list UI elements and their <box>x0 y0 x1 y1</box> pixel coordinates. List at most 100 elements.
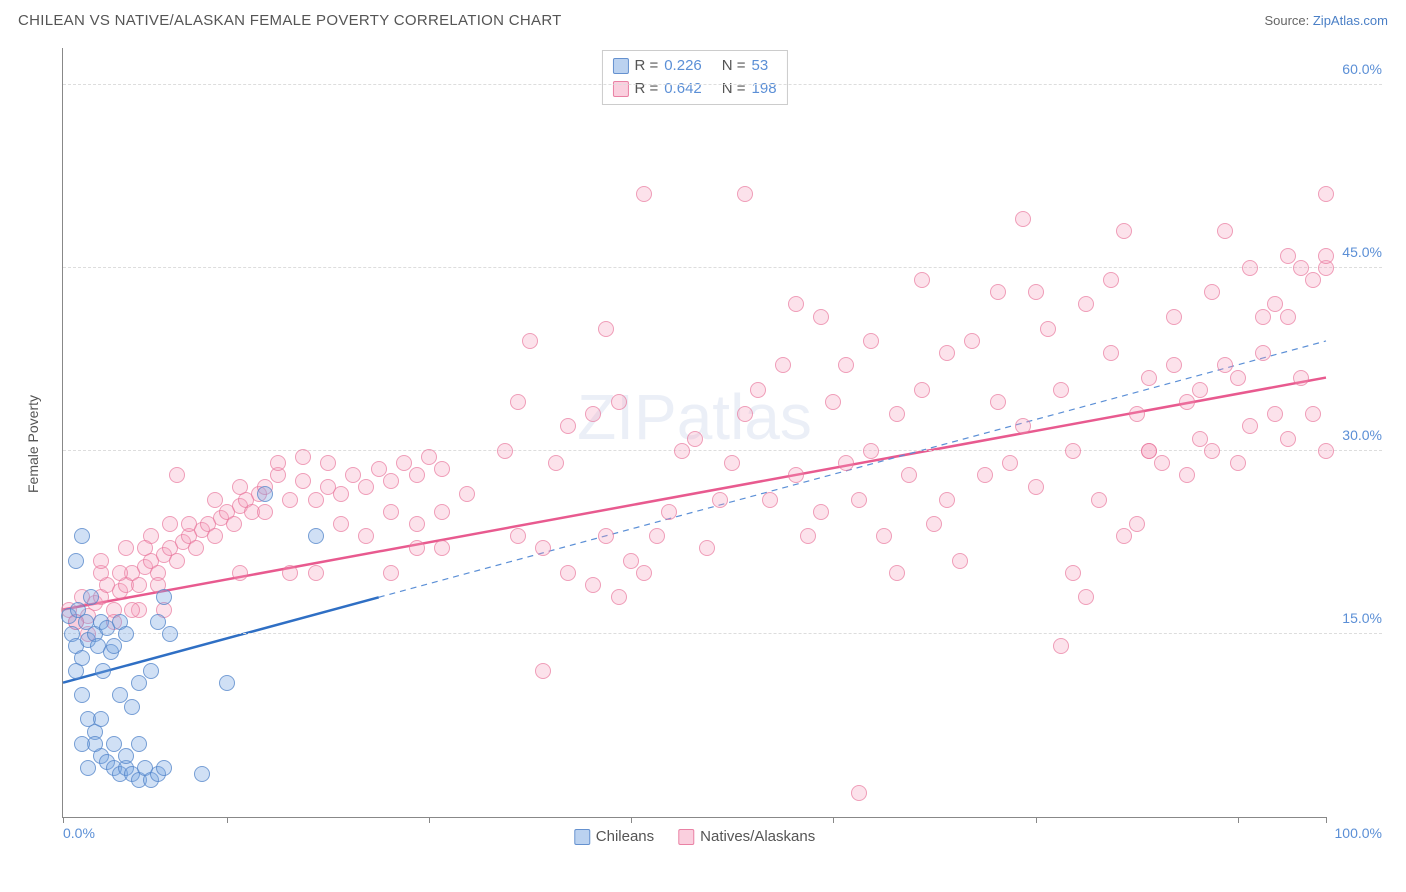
scatter-point <box>914 272 930 288</box>
scatter-point <box>585 406 601 422</box>
scatter-point <box>636 186 652 202</box>
scatter-point <box>409 516 425 532</box>
scatter-point <box>851 785 867 801</box>
scatter-point <box>1318 248 1334 264</box>
scatter-point <box>295 473 311 489</box>
scatter-point <box>169 467 185 483</box>
scatter-point <box>131 736 147 752</box>
scatter-point <box>434 540 450 556</box>
scatter-point <box>977 467 993 483</box>
scatter-point <box>901 467 917 483</box>
scatter-point <box>68 663 84 679</box>
x-axis-min-label: 0.0% <box>63 825 95 841</box>
scatter-point <box>207 492 223 508</box>
r-label: R = <box>634 55 658 78</box>
scatter-point <box>106 736 122 752</box>
swatch-blue-icon <box>574 829 590 845</box>
scatter-point <box>1293 370 1309 386</box>
scatter-point <box>851 492 867 508</box>
scatter-point <box>421 449 437 465</box>
scatter-point <box>813 309 829 325</box>
scatter-point <box>232 479 248 495</box>
scatter-point <box>1065 443 1081 459</box>
scatter-point <box>1091 492 1107 508</box>
y-tick-label: 60.0% <box>1342 61 1382 77</box>
scatter-point <box>863 333 879 349</box>
gridline <box>63 84 1382 85</box>
scatter-point <box>1040 321 1056 337</box>
scatter-point <box>1293 260 1309 276</box>
scatter-point <box>112 687 128 703</box>
scatter-point <box>143 663 159 679</box>
scatter-point <box>1318 443 1334 459</box>
scatter-point <box>1280 248 1296 264</box>
scatter-point <box>295 449 311 465</box>
scatter-point <box>548 455 564 471</box>
source-label: Source: <box>1264 13 1312 28</box>
x-tick <box>227 817 228 823</box>
x-tick <box>1238 817 1239 823</box>
x-tick <box>1326 817 1327 823</box>
scatter-point <box>1217 357 1233 373</box>
r-label: R = <box>634 78 658 101</box>
scatter-point <box>522 333 538 349</box>
scatter-point <box>118 626 134 642</box>
scatter-point <box>1204 284 1220 300</box>
scatter-point <box>990 284 1006 300</box>
scatter-point <box>83 589 99 605</box>
scatter-point <box>93 711 109 727</box>
gridline <box>63 267 1382 268</box>
scatter-point <box>598 528 614 544</box>
scatter-point <box>118 540 134 556</box>
scatter-point <box>1116 528 1132 544</box>
scatter-point <box>1242 260 1258 276</box>
scatter-point <box>1053 382 1069 398</box>
scatter-point <box>162 626 178 642</box>
scatter-point <box>383 473 399 489</box>
scatter-point <box>80 760 96 776</box>
legend-chileans: Chileans <box>574 828 654 845</box>
source-link[interactable]: ZipAtlas.com <box>1313 13 1388 28</box>
scatter-point <box>1255 309 1271 325</box>
scatter-point <box>737 186 753 202</box>
scatter-point <box>1015 211 1031 227</box>
scatter-point <box>838 357 854 373</box>
x-tick <box>833 817 834 823</box>
scatter-point <box>1015 418 1031 434</box>
scatter-point <box>926 516 942 532</box>
scatter-point <box>813 504 829 520</box>
scatter-point <box>1078 296 1094 312</box>
scatter-point <box>1129 406 1145 422</box>
scatter-point <box>131 577 147 593</box>
scatter-point <box>383 504 399 520</box>
n-label: N = <box>722 78 746 101</box>
scatter-point <box>712 492 728 508</box>
scatter-point <box>308 528 324 544</box>
scatter-point <box>1116 223 1132 239</box>
scatter-point <box>358 479 374 495</box>
scatter-point <box>1078 589 1094 605</box>
scatter-point <box>1166 357 1182 373</box>
chart-container: Female Poverty ZIPatlas R = 0.226 N = 53… <box>18 48 1388 840</box>
scatter-point <box>137 540 153 556</box>
scatter-point <box>434 504 450 520</box>
scatter-point <box>737 406 753 422</box>
swatch-blue-icon <box>612 58 628 74</box>
scatter-point <box>535 663 551 679</box>
scatter-point <box>1129 516 1145 532</box>
scatter-point <box>750 382 766 398</box>
scatter-point <box>964 333 980 349</box>
scatter-point <box>219 675 235 691</box>
scatter-point <box>226 516 242 532</box>
scatter-point <box>510 394 526 410</box>
scatter-point <box>124 602 140 618</box>
n-label: N = <box>722 55 746 78</box>
scatter-point <box>333 486 349 502</box>
scatter-point <box>825 394 841 410</box>
swatch-pink-icon <box>678 829 694 845</box>
scatter-point <box>257 486 273 502</box>
scatter-point <box>93 553 109 569</box>
scatter-point <box>1280 309 1296 325</box>
scatter-point <box>939 345 955 361</box>
scatter-point <box>308 492 324 508</box>
